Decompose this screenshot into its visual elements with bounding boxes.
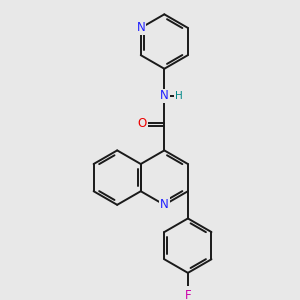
Text: N: N (160, 89, 169, 103)
Text: H: H (175, 91, 182, 101)
Text: O: O (137, 117, 147, 130)
Text: F: F (184, 289, 191, 300)
Text: N: N (160, 198, 169, 211)
Text: N: N (136, 21, 145, 34)
